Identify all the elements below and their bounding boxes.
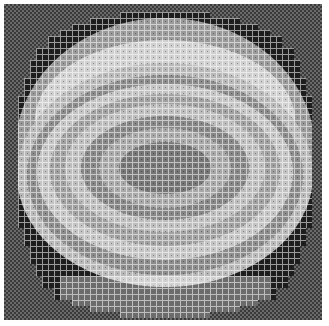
dithered-image: [0, 0, 329, 326]
disk: [0, 0, 329, 326]
page: [0, 0, 329, 326]
